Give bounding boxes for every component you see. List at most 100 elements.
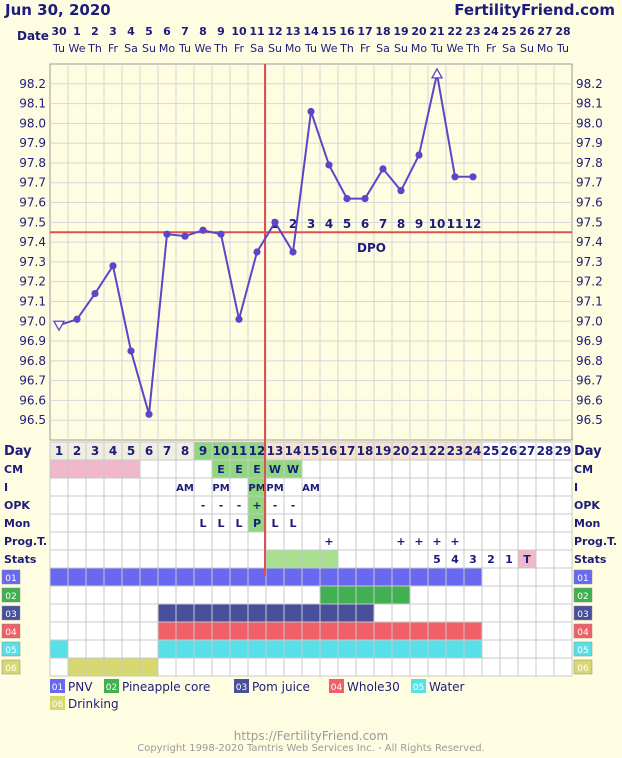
table-cell-opk	[121, 495, 141, 515]
weekday-cell: Sa	[250, 42, 264, 55]
table-value-mon: P	[253, 517, 261, 530]
table-cell-mon	[157, 513, 177, 533]
y-tick-right: 98.1	[576, 97, 603, 111]
table-value-day: 29	[555, 444, 572, 458]
table-value-day: 26	[501, 444, 518, 458]
temp-point-triangle	[52, 320, 66, 332]
weekday-cell: We	[69, 42, 86, 55]
custom-cell	[85, 639, 105, 659]
table-value-mon: L	[217, 517, 224, 530]
custom-cell	[445, 585, 465, 605]
custom-cell	[373, 639, 393, 659]
table-cell-opk	[517, 495, 537, 515]
weekday-cell: Sa	[124, 42, 138, 55]
custom-cell	[373, 657, 393, 677]
custom-cell	[517, 567, 537, 587]
dpo-label: DPO	[357, 241, 386, 255]
custom-cell	[121, 621, 141, 641]
table-cell-cm	[175, 459, 195, 479]
temp-point	[397, 187, 405, 195]
table-cell-opk	[391, 495, 411, 515]
dpo-number: 8	[397, 217, 405, 231]
table-cell-prog	[157, 531, 177, 551]
custom-cell	[445, 603, 465, 623]
custom-cell	[445, 567, 465, 587]
legend-swatch	[329, 679, 344, 693]
custom-cell	[373, 567, 393, 587]
custom-cell	[157, 585, 177, 605]
custom-cell	[229, 657, 249, 677]
custom-cell	[283, 657, 303, 677]
dpo-number: 9	[415, 217, 423, 231]
legend-swatch	[411, 679, 426, 693]
table-value-cm: E	[217, 463, 225, 476]
table-cell-prog	[67, 531, 87, 551]
date-cell: 17	[357, 25, 372, 38]
custom-cell	[409, 657, 429, 677]
y-tick-right: 97.9	[576, 136, 603, 150]
custom-cell	[157, 621, 177, 641]
table-value-day: 19	[375, 444, 392, 458]
table-cell-mon	[499, 513, 519, 533]
table-cell-stats	[121, 549, 141, 569]
y-tick-left: 97.3	[19, 255, 46, 269]
y-tick-right: 97.7	[576, 176, 603, 190]
table-cell-mon	[103, 513, 123, 533]
table-cell-stats	[139, 549, 159, 569]
table-value-day: 25	[483, 444, 500, 458]
custom-cell	[355, 657, 375, 677]
custom-cell	[301, 639, 321, 659]
table-cell-i	[553, 477, 573, 497]
table-value-day: 10	[213, 444, 230, 458]
table-cell-prog	[283, 531, 303, 551]
custom-code-text-left: 04	[5, 628, 17, 638]
table-cell-mon	[301, 513, 321, 533]
weekday-cell: We	[447, 42, 464, 55]
legend-code: 01	[52, 683, 63, 693]
custom-cell	[193, 639, 213, 659]
custom-cell	[67, 657, 87, 677]
table-cell-opk	[445, 495, 465, 515]
weekday-cell: Fr	[108, 42, 119, 55]
custom-cell	[139, 639, 159, 659]
dpo-number: 6	[361, 217, 369, 231]
table-value-cm: E	[253, 463, 261, 476]
custom-cell	[211, 639, 231, 659]
custom-cell	[553, 657, 573, 677]
custom-cell	[427, 585, 447, 605]
custom-cell	[481, 639, 501, 659]
custom-cell	[247, 585, 267, 605]
table-cell-stats	[193, 549, 213, 569]
weekday-cell: Th	[213, 42, 228, 55]
table-cell-prog	[121, 531, 141, 551]
date-cell: 12	[267, 25, 282, 38]
custom-cell	[103, 639, 123, 659]
custom-cell	[391, 657, 411, 677]
table-value-day: 7	[163, 444, 171, 458]
custom-code-text-left: 02	[5, 592, 16, 602]
custom-cell	[499, 585, 519, 605]
custom-cell	[319, 639, 339, 659]
table-cell-prog	[229, 531, 249, 551]
table-cell-stats	[337, 549, 357, 569]
custom-cell	[247, 603, 267, 623]
reference-lines: 123456789101112DPO	[50, 64, 572, 576]
table-cell-prog	[103, 531, 123, 551]
temp-point	[253, 248, 261, 256]
date-cell: 2	[91, 25, 99, 38]
custom-cell	[85, 621, 105, 641]
custom-code-text-right: 05	[577, 646, 588, 656]
table-cell-opk	[427, 495, 447, 515]
custom-cell	[499, 603, 519, 623]
custom-code-right	[573, 569, 593, 585]
table-cell-prog	[85, 531, 105, 551]
date-cell: 16	[339, 25, 355, 38]
table-value-day: 14	[285, 444, 302, 458]
table-value-day: 13	[267, 444, 284, 458]
custom-cell	[517, 657, 537, 677]
y-tick-right: 97.0	[576, 314, 603, 328]
table-cell-prog	[193, 531, 213, 551]
custom-cell	[49, 639, 69, 659]
y-tick-right: 97.1	[576, 294, 603, 308]
table-value-day: 28	[537, 444, 554, 458]
